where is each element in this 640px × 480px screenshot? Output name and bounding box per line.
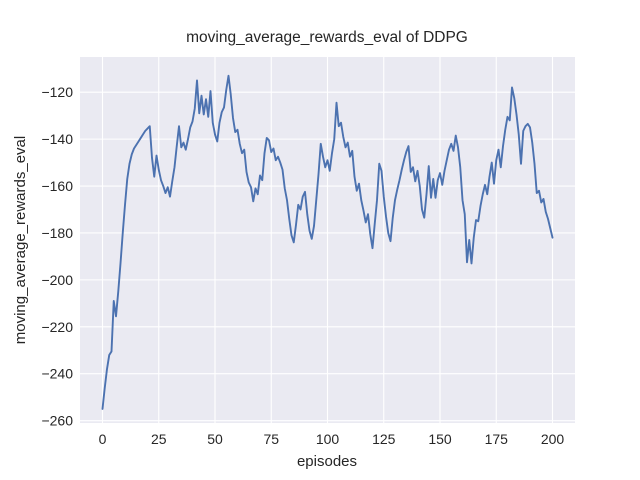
y-tick-label: −180 bbox=[41, 225, 73, 241]
x-tick-label: 150 bbox=[428, 431, 452, 447]
x-tick-label: 25 bbox=[151, 431, 167, 447]
y-tick-label: −200 bbox=[41, 272, 73, 288]
data-line bbox=[101, 74, 554, 410]
y-axis-label: moving_average_rewards_eval bbox=[12, 136, 29, 344]
y-tick-label: −220 bbox=[41, 319, 73, 335]
x-tick-label: 175 bbox=[485, 431, 509, 447]
y-tick-label: −160 bbox=[41, 178, 73, 194]
x-tick-label: 75 bbox=[263, 431, 279, 447]
x-tick-label: 125 bbox=[372, 431, 396, 447]
x-tick-label: 100 bbox=[316, 431, 340, 447]
x-tick-label: 0 bbox=[99, 431, 107, 447]
y-tick-label: −120 bbox=[41, 84, 73, 100]
tick-layer: 0 25 50 75 100 125 150 175 200 −260 −240 −220 −200 −1… bbox=[41, 84, 564, 447]
y-tick-label: −240 bbox=[41, 366, 73, 382]
chart-title: moving_average_rewards_eval of DDPG bbox=[186, 29, 468, 46]
y-tick-label: −260 bbox=[41, 413, 73, 429]
x-axis-label: episodes bbox=[297, 453, 357, 470]
x-tick-label: 50 bbox=[207, 431, 223, 447]
y-tick-label: −140 bbox=[41, 131, 73, 147]
grid-layer bbox=[80, 57, 575, 423]
x-tick-label: 200 bbox=[541, 431, 565, 447]
